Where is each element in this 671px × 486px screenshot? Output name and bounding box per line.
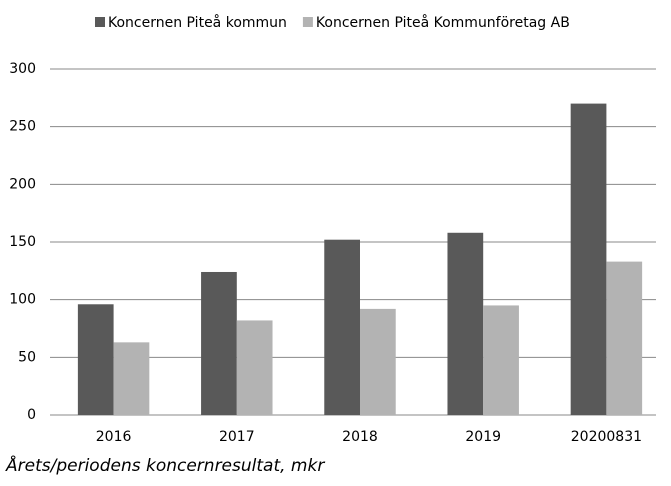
- bar: [570, 103, 607, 415]
- y-tick-label: 300: [9, 61, 36, 77]
- bar: [113, 342, 150, 415]
- bar: [447, 232, 484, 415]
- y-tick-label: 250: [9, 119, 36, 135]
- x-tick-label: 2017: [219, 429, 255, 445]
- y-tick-label: 0: [27, 407, 36, 423]
- x-tick-label: 2018: [342, 429, 378, 445]
- bar: [606, 261, 643, 415]
- y-tick-label: 150: [9, 234, 36, 250]
- legend-label: Koncernen Piteå kommun: [108, 14, 287, 31]
- y-tick-label: 50: [18, 349, 36, 365]
- bar: [360, 308, 396, 415]
- bar: [324, 239, 360, 415]
- y-tick-label: 100: [9, 292, 36, 308]
- y-tick-label: 200: [9, 176, 36, 192]
- bar: [77, 304, 114, 415]
- x-tick-label: 20200831: [571, 429, 642, 445]
- bar: [201, 271, 237, 415]
- legend-label: Koncernen Piteå Kommunföretag AB: [316, 14, 570, 31]
- x-tick-label: 2016: [96, 429, 132, 445]
- bar: [236, 320, 273, 415]
- caption: Årets/periodens koncernresultat, mkr: [5, 454, 325, 476]
- bar: [483, 305, 519, 415]
- x-tick-label: 2019: [465, 429, 501, 445]
- legend-swatch: [302, 17, 313, 27]
- legend-swatch: [95, 17, 105, 27]
